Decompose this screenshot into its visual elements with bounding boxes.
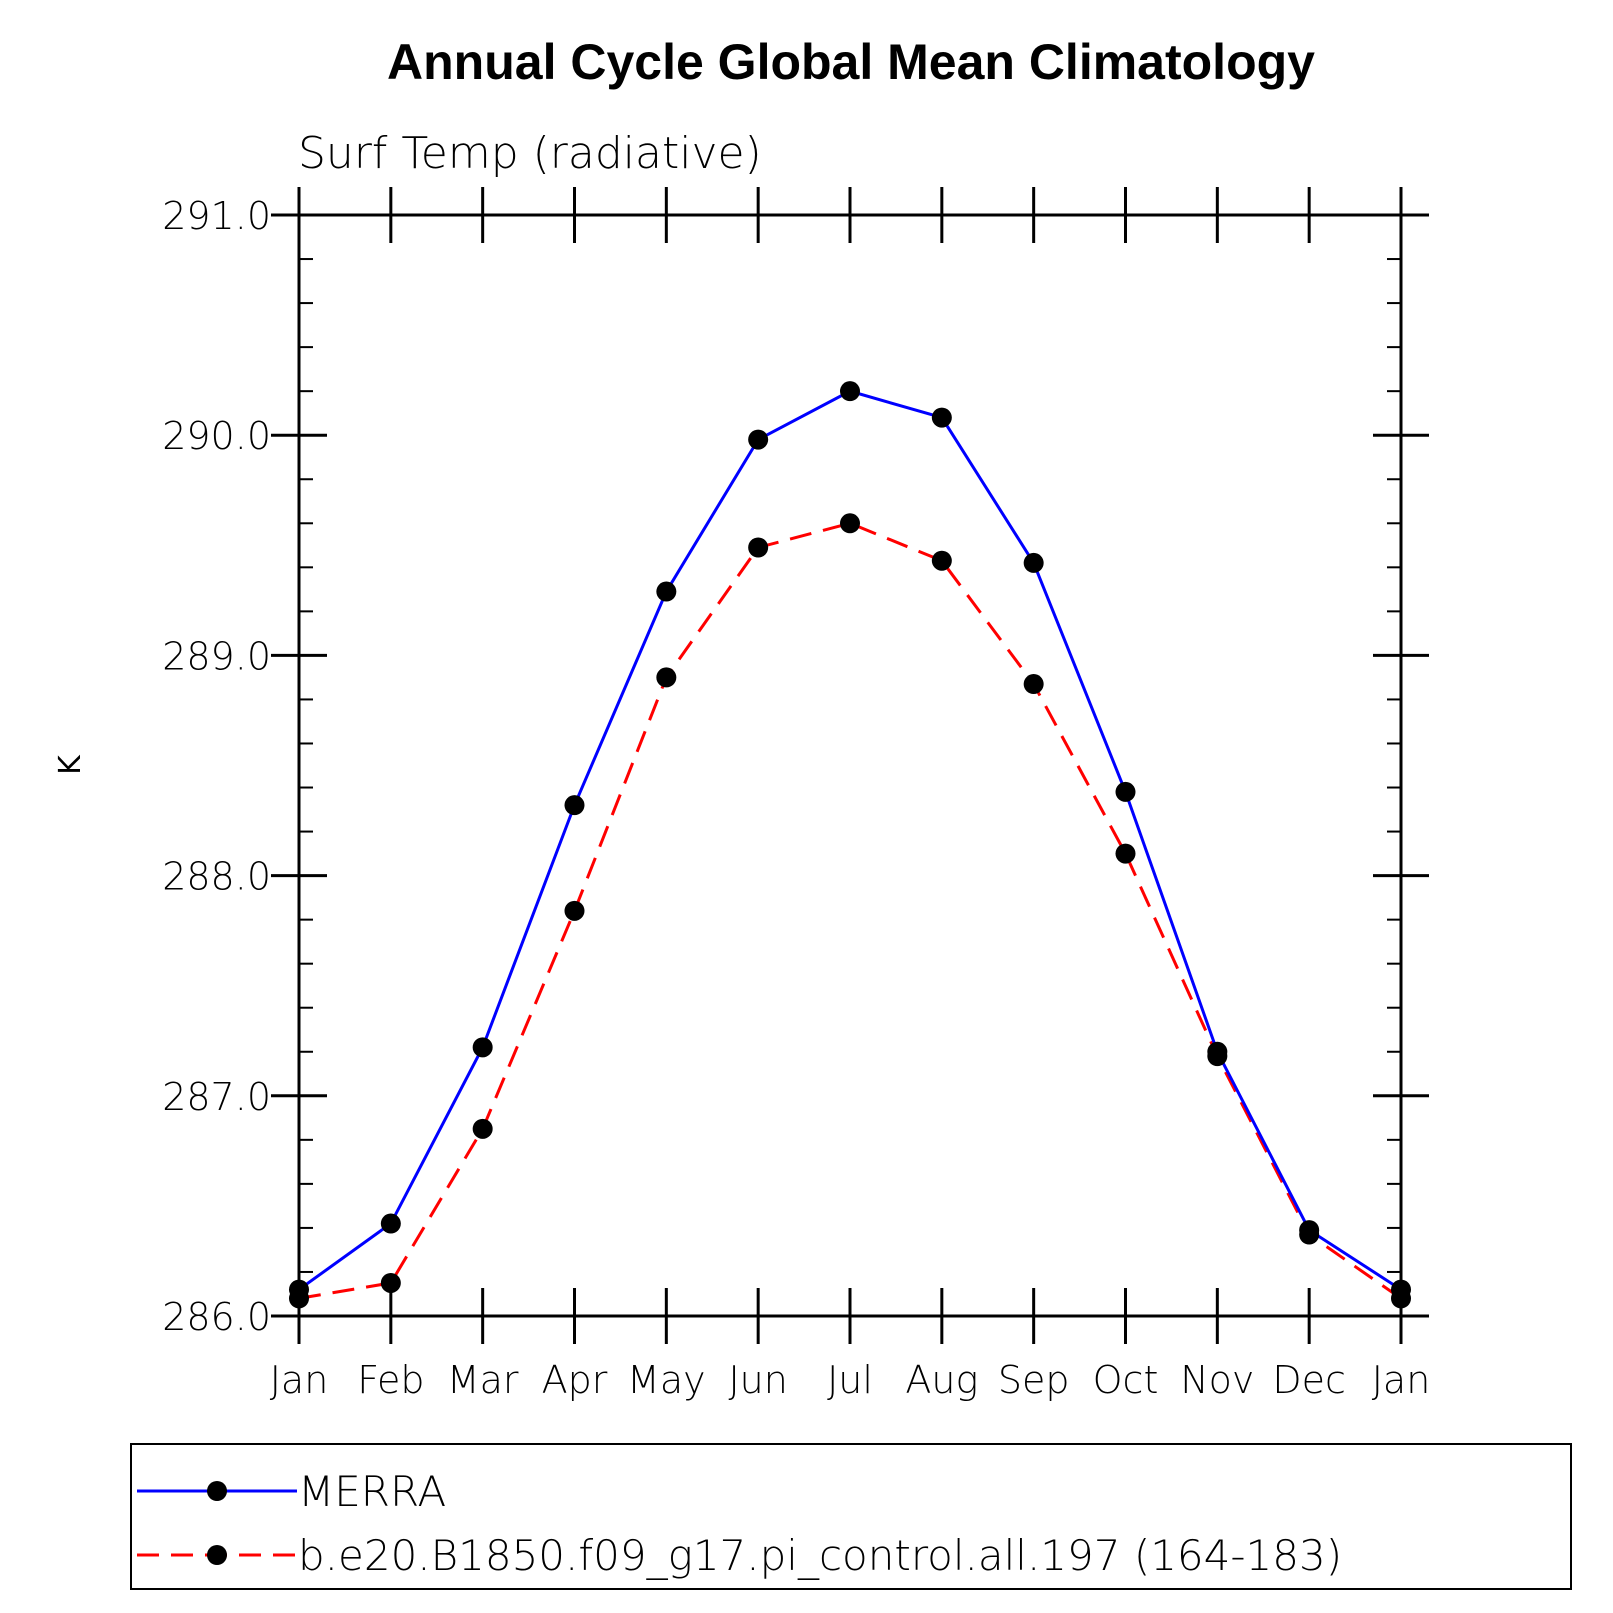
- x-tick-label: Jun: [728, 1358, 787, 1402]
- x-tick-label: Dec: [1272, 1358, 1346, 1402]
- x-tick-label: Jul: [827, 1358, 873, 1402]
- data-point: [472, 1037, 493, 1058]
- legend-marker: [207, 1545, 227, 1565]
- data-point: [564, 795, 585, 816]
- x-tick-label: Sep: [998, 1358, 1070, 1402]
- data-point: [840, 513, 860, 534]
- x-tick-label: Apr: [542, 1358, 608, 1402]
- data-point: [1023, 674, 1044, 695]
- x-tick-label: Mar: [447, 1358, 519, 1402]
- x-tick-label: Feb: [357, 1358, 424, 1402]
- legend-label: b.e20.B1850.f09_g17.pi_control.all.197 (…: [298, 1531, 1342, 1580]
- data-point: [380, 1272, 401, 1293]
- x-tick-label: Jan: [1372, 1358, 1431, 1402]
- data-point: [380, 1213, 401, 1234]
- y-axis-label: K: [53, 754, 88, 775]
- x-tick-label: Aug: [905, 1358, 978, 1402]
- x-tick-label: May: [627, 1358, 706, 1402]
- legend-box: [130, 1443, 1572, 1590]
- axis-ticks: Jan Feb Mar Apr May Jun Jul Aug Sep Oct Nov Dec Jan 2…: [162, 187, 1430, 1402]
- data-point: [1115, 843, 1136, 864]
- data-point: [656, 667, 677, 688]
- data-point: [931, 550, 952, 571]
- data-point: [748, 429, 769, 450]
- x-tick-label: Jan: [270, 1358, 329, 1402]
- data-point: [1023, 552, 1044, 573]
- data-point: [1299, 1220, 1320, 1241]
- data-point: [931, 407, 952, 428]
- data-point: [656, 581, 677, 602]
- x-tick-label: Oct: [1093, 1358, 1159, 1402]
- y-tick-label: 290.0: [162, 414, 271, 458]
- data-point: [1391, 1279, 1411, 1300]
- plot-frame: [297, 213, 1403, 1318]
- legend: MERRA b.e20.B1850.f09_g17.pi_control.all.…: [130, 1443, 1572, 1590]
- legend-label: MERRA: [298, 1467, 446, 1516]
- y-tick-label: 288.0: [162, 855, 271, 899]
- data-point: [1115, 781, 1136, 802]
- data-point: [289, 1279, 309, 1300]
- data-point: [840, 381, 860, 402]
- x-tick-label: Nov: [1180, 1358, 1254, 1402]
- y-tick-label: 287.0: [162, 1075, 271, 1119]
- y-tick-label: 291.0: [162, 194, 271, 238]
- data-point: [564, 900, 585, 921]
- legend-marker: [207, 1481, 227, 1501]
- data-point: [472, 1118, 493, 1139]
- y-tick-label: 289.0: [162, 634, 271, 678]
- series-layer: [289, 381, 1411, 1309]
- chart-subtitle: Surf Temp (radiative): [298, 128, 762, 179]
- series-line: [298, 521, 1402, 1300]
- chart-title: Annual Cycle Global Mean Climatology: [387, 34, 1315, 90]
- data-point: [1207, 1041, 1228, 1062]
- data-point: [748, 537, 769, 558]
- y-tick-label: 286.0: [162, 1295, 271, 1339]
